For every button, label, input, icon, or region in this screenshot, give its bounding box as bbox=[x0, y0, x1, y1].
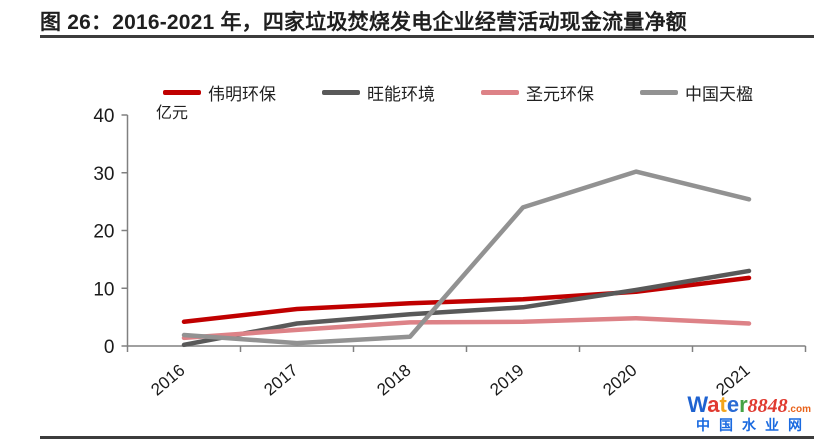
chart-legend: 伟明环保 旺能环境 圣元环保 中国天楹 bbox=[163, 80, 753, 105]
y-tick-label: 20 bbox=[93, 222, 114, 243]
bottom-divider bbox=[40, 436, 814, 439]
figure-title: 图 26：2016-2021 年，四家垃圾焚烧发电企业经营活动现金流量净额 bbox=[40, 11, 687, 34]
legend-label: 伟明环保 bbox=[208, 85, 276, 104]
x-tick-label: 2018 bbox=[373, 361, 414, 400]
legend-line-swatch bbox=[322, 90, 360, 95]
legend-line-swatch bbox=[640, 90, 678, 95]
watermark-letter: a bbox=[707, 392, 720, 418]
title-underline bbox=[40, 35, 814, 38]
y-tick-label: 30 bbox=[93, 164, 114, 185]
y-tick-label: 10 bbox=[93, 279, 114, 300]
watermark-tld: .com bbox=[787, 404, 811, 416]
legend-item: 圣元环保 bbox=[481, 80, 594, 105]
legend-item: 中国天楹 bbox=[640, 80, 753, 105]
legend-label: 中国天楹 bbox=[685, 85, 753, 104]
legend-label: 旺能环境 bbox=[367, 85, 435, 104]
watermark-letter: t bbox=[719, 392, 727, 418]
watermark-letter: r bbox=[739, 392, 748, 418]
y-tick-label: 0 bbox=[104, 337, 115, 358]
watermark-letter: e bbox=[726, 392, 740, 418]
y-tick-label: 40 bbox=[93, 106, 114, 127]
series-line-旺能环境 bbox=[181, 268, 752, 348]
x-tick-label: 2016 bbox=[147, 361, 188, 400]
watermark-brand-logo: Water8848.com bbox=[687, 393, 811, 417]
watermark-site-name: 中国水业网 bbox=[696, 417, 811, 434]
legend-line-swatch bbox=[481, 90, 519, 95]
legend-line-swatch bbox=[163, 90, 201, 95]
series-line-中国天楹 bbox=[181, 169, 752, 346]
legend-label: 圣元环保 bbox=[526, 85, 594, 104]
legend-item: 旺能环境 bbox=[322, 80, 435, 105]
watermark-letter: W bbox=[687, 392, 708, 418]
x-tick-label: 2019 bbox=[486, 361, 527, 400]
series-line-伟明环保 bbox=[181, 275, 752, 324]
watermark: Water8848.com 中国水业网 bbox=[687, 393, 811, 433]
series-line-圣元环保 bbox=[181, 316, 752, 341]
x-tick-label: 2017 bbox=[260, 361, 301, 400]
y-axis-unit-label: 亿元 bbox=[156, 105, 189, 122]
x-tick-label: 2020 bbox=[599, 361, 640, 400]
legend-item: 伟明环保 bbox=[163, 80, 276, 105]
watermark-number: 8848 bbox=[747, 395, 788, 418]
